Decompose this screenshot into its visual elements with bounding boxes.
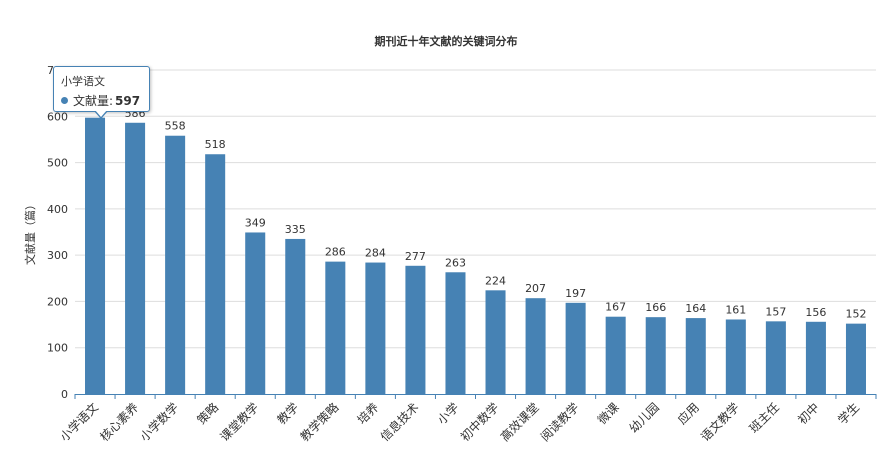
x-tick-label: 初中数学 <box>457 400 502 445</box>
bar[interactable] <box>245 232 266 394</box>
data-label: 224 <box>485 274 506 287</box>
data-label: 157 <box>765 305 786 318</box>
data-label: 167 <box>605 301 626 314</box>
bar[interactable] <box>805 321 826 394</box>
tooltip-value: 597 <box>115 93 141 108</box>
data-label: 284 <box>365 247 386 260</box>
bar[interactable] <box>485 290 506 394</box>
x-tick-label: 学生 <box>835 400 863 428</box>
data-label: 335 <box>285 223 306 236</box>
x-tick-label: 阅读教学 <box>537 400 582 445</box>
y-tick-label: 300 <box>47 249 68 262</box>
x-tick-label: 高效课堂 <box>497 400 542 445</box>
data-label: 286 <box>325 246 346 259</box>
x-tick-label: 培养 <box>354 400 382 428</box>
x-tick-label: 幼儿园 <box>626 400 661 435</box>
bar[interactable] <box>125 122 146 394</box>
x-tick-label: 微课 <box>595 400 622 427</box>
data-label: 349 <box>245 216 266 229</box>
y-tick-label: 200 <box>47 295 68 308</box>
bar[interactable] <box>165 135 186 394</box>
x-tick-label: 小学数学 <box>137 400 182 445</box>
data-label: 277 <box>405 250 426 263</box>
x-tick-label: 教学 <box>274 400 302 428</box>
x-tick-label: 班主任 <box>747 400 782 435</box>
x-tick-label: 策略 <box>194 400 222 428</box>
x-tick-label: 小学 <box>434 400 462 428</box>
x-tick-label: 小学语文 <box>57 400 102 445</box>
data-label: 207 <box>525 282 546 295</box>
bar[interactable] <box>645 317 666 394</box>
data-label: 558 <box>165 120 186 133</box>
bar[interactable] <box>685 318 706 394</box>
bar[interactable] <box>285 238 306 394</box>
x-tick-label: 应用 <box>674 400 702 428</box>
bar[interactable] <box>605 316 626 394</box>
y-axis-label: 文献量（篇） <box>23 199 37 265</box>
bar[interactable] <box>365 262 386 394</box>
bar[interactable] <box>525 298 546 394</box>
data-label: 518 <box>205 138 226 151</box>
bar[interactable] <box>405 265 426 394</box>
data-label: 156 <box>805 306 826 319</box>
y-tick-label: 500 <box>47 157 68 170</box>
data-label: 197 <box>565 287 586 300</box>
x-tick-label: 语文教学 <box>697 400 742 445</box>
bar[interactable] <box>725 319 746 394</box>
bar[interactable] <box>845 323 866 394</box>
tooltip-category: 小学语文 <box>61 75 105 88</box>
bar[interactable] <box>765 321 786 394</box>
tooltip: 小学语文 文献量: 597 <box>53 66 150 112</box>
bar[interactable] <box>205 154 226 394</box>
bar[interactable] <box>565 302 586 394</box>
bar[interactable] <box>325 261 346 394</box>
data-label: 161 <box>725 303 746 316</box>
data-label: 263 <box>445 256 466 269</box>
tooltip-series-marker <box>61 97 68 104</box>
tooltip-pointer-inner <box>95 110 107 117</box>
bar[interactable] <box>445 272 466 394</box>
data-label: 164 <box>685 302 706 315</box>
x-tick-label: 核心素养 <box>97 400 142 445</box>
x-tick-label: 课堂教学 <box>217 400 262 445</box>
tooltip-series-label: 文献量: <box>73 94 114 108</box>
data-label: 152 <box>845 308 866 321</box>
y-tick-label: 100 <box>47 342 68 355</box>
data-label: 166 <box>645 301 666 314</box>
y-tick-label: 600 <box>47 110 68 123</box>
x-tick-label: 信息技术 <box>377 400 422 445</box>
y-tick-label: 400 <box>47 203 68 216</box>
x-tick-label: 初中 <box>794 400 822 428</box>
bar[interactable] <box>85 117 106 394</box>
y-tick-label: 0 <box>61 388 68 401</box>
x-tick-label: 教学策略 <box>297 400 342 445</box>
chart-title: 期刊近十年文献的关键词分布 <box>375 34 518 48</box>
